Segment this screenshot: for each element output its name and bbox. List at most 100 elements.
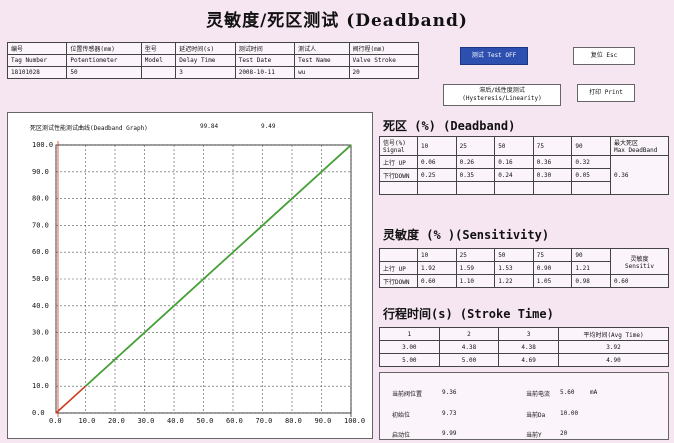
blank-cell — [494, 181, 534, 195]
deadband-signal: 75 — [532, 136, 573, 156]
sensitivity-down-value: 1.05 — [532, 274, 573, 288]
sensitivity-down-value: 0.98 — [571, 274, 611, 288]
y-tick-label: 0.0 — [32, 409, 45, 417]
sensitivity-down-value: 1.22 — [494, 274, 534, 288]
y-tick-label: 40.0 — [32, 302, 49, 310]
signal-label-cn: 信号(%) — [383, 140, 406, 147]
stroke-cell: 3.92 — [558, 340, 669, 354]
deadband-up-value: 0.16 — [494, 155, 534, 169]
x-tick-label: 30.0 — [138, 417, 155, 425]
max-deadband-label-cn: 最大死区 — [614, 140, 639, 147]
sensitivity-signal-row: 10 25 50 75 90 灵敏度 Sensitiv — [379, 248, 669, 275]
test-date-field[interactable]: 2008-10-11 — [234, 66, 296, 79]
sensitivity-down-row: 下行DOWN 0.60 1.10 1.22 1.05 0.98 0.60 — [379, 274, 669, 288]
valve-stroke-field[interactable]: 20 — [348, 66, 420, 79]
print-button[interactable]: 打印 Print — [577, 84, 635, 102]
current-value: 5.60 — [560, 389, 575, 396]
x-tick-label: 20.0 — [108, 417, 125, 425]
deadband-down-value: 0.35 — [455, 168, 496, 182]
delay-time-field[interactable]: 3 — [175, 66, 236, 79]
deadband-signal: 25 — [455, 136, 496, 156]
info-header: 编号 — [6, 42, 68, 55]
info-subheader-row: Tag Number Potentiometer Model Delay Tim… — [6, 54, 420, 67]
deadband-signal-row: 信号(%) Signal 10 25 50 75 90 最大死区 Max Dea… — [379, 136, 669, 156]
info-subheader: Delay Time — [175, 54, 236, 67]
deadband-down-value: 0.25 — [417, 168, 457, 182]
info-subheader: Tag Number — [6, 54, 68, 67]
sensitivity-up-value: 1.92 — [417, 261, 457, 275]
info-subheader: Test Date — [234, 54, 296, 67]
stroke-header: 3 — [498, 327, 559, 341]
stroke-header: 平均时间(Avg Time) — [558, 327, 669, 341]
info-table: 编号 位置传感器(mm) 型号 延迟时间(s) 测试时间 测试人 阀行程(mm)… — [6, 42, 420, 79]
sensitivity-signal: 50 — [494, 248, 534, 262]
sensitivity-signal: 10 — [417, 248, 457, 262]
deadband-chart: 0.0 10.0 20.0 30.0 40.0 50.0 60.0 70.0 80.0 90.0 1… — [32, 141, 365, 425]
y-tick-label: 30.0 — [32, 329, 49, 337]
signal-label-en: Signal — [383, 147, 405, 154]
info-subheader: Test Name — [294, 54, 350, 67]
y-tick-label: 90.0 — [32, 168, 49, 176]
x-tick-label: 60.0 — [226, 417, 243, 425]
deadband-down-row: 下行DOWN 0.25 0.35 0.24 0.30 0.05 — [379, 168, 669, 182]
x-tick-label: 0.0 — [49, 417, 62, 425]
sensitivity-up-value: 1.21 — [571, 261, 611, 275]
blank-cell — [379, 181, 418, 195]
x-tick-label: 50.0 — [197, 417, 214, 425]
test-button[interactable]: 测试 Test OFF — [460, 47, 528, 65]
deadband-table: 信号(%) Signal 10 25 50 75 90 最大死区 Max Dea… — [379, 136, 669, 195]
blank-cell — [455, 181, 496, 195]
info-header-row: 编号 位置传感器(mm) 型号 延迟时间(s) 测试时间 测试人 阀行程(mm) — [6, 42, 420, 55]
model-field[interactable] — [140, 66, 177, 79]
info-subheader: Model — [140, 54, 177, 67]
hysteresis-linearity-button[interactable]: 滞后/线性度测试 (Hysteresis/Linearity) — [443, 84, 561, 106]
sensitivity-heading: 灵敏度 (% )(Sensitivity) — [383, 228, 550, 242]
blank-cell — [532, 181, 573, 195]
x-tick-label: 90.0 — [315, 417, 332, 425]
deadband-heading: 死区 (%) (Deadband) — [383, 119, 516, 133]
start-position-value: 9.99 — [442, 430, 457, 437]
readings-panel: 当前阀位置 9.36 当前电流 5.60 mA 初始位 9.73 当前Da 10… — [379, 372, 669, 440]
deadband-down-value: 0.30 — [532, 168, 573, 182]
potentiometer-field[interactable]: 50 — [66, 66, 142, 79]
page-title: 灵敏度/死区测试 (Deadband) — [206, 11, 468, 31]
stroke-cell: 4.90 — [558, 353, 669, 367]
blank-cell — [379, 248, 418, 262]
info-header: 测试时间 — [234, 42, 296, 55]
info-header: 阀行程(mm) — [348, 42, 420, 55]
stroke-row: 3.00 4.38 4.38 3.92 — [379, 340, 669, 354]
max-deadband-value: 0.36 — [610, 155, 669, 195]
initial-position-value: 9.73 — [442, 410, 457, 417]
down-label: 下行DOWN — [379, 168, 418, 182]
x-tick-label: 40.0 — [167, 417, 184, 425]
y-label: 当前Y — [526, 432, 542, 439]
max-deadband-label-cell: 最大死区 Max DeadBand — [610, 136, 669, 156]
deadband-graph-panel: 死区测试性能测试曲线(Deadband Graph) 99.84 9.49 0.… — [7, 112, 373, 439]
sensitivity-up-value: 0.90 — [532, 261, 573, 275]
y-tick-label: 10.0 — [32, 382, 49, 390]
stroke-cell: 5.00 — [438, 353, 500, 367]
da-value: 10.00 — [560, 410, 579, 417]
sensitivity-signal: 75 — [532, 248, 573, 262]
sensitivity-signal: 90 — [571, 248, 611, 262]
deadband-signal: 50 — [494, 136, 534, 156]
y-tick-label: 70.0 — [32, 221, 49, 229]
current-unit: mA — [590, 389, 598, 396]
x-tick-label: 100.0 — [344, 417, 365, 425]
stroke-cell: 3.00 — [379, 340, 440, 354]
deadband-down-value: 0.24 — [494, 168, 534, 182]
test-name-field[interactable]: wu — [294, 66, 350, 79]
info-subheader: Valve Stroke — [348, 54, 420, 67]
sensitivity-value: 0.60 — [610, 274, 669, 288]
graph-readout-1: 99.84 — [200, 123, 219, 130]
tag-number-field[interactable]: 18101028 — [6, 66, 68, 79]
linearity-label: (Hysteresis/Linearity) — [462, 95, 542, 102]
y-tick-label: 60.0 — [32, 248, 49, 256]
reset-button[interactable]: 复位 Esc — [573, 47, 635, 65]
sensitivity-down-value: 1.10 — [455, 274, 496, 288]
y-value: 20 — [560, 430, 568, 437]
info-header: 型号 — [140, 42, 177, 55]
sensitivity-down-value: 0.60 — [417, 274, 457, 288]
current-label: 当前电流 — [526, 391, 551, 398]
info-subheader: Potentiometer — [66, 54, 142, 67]
